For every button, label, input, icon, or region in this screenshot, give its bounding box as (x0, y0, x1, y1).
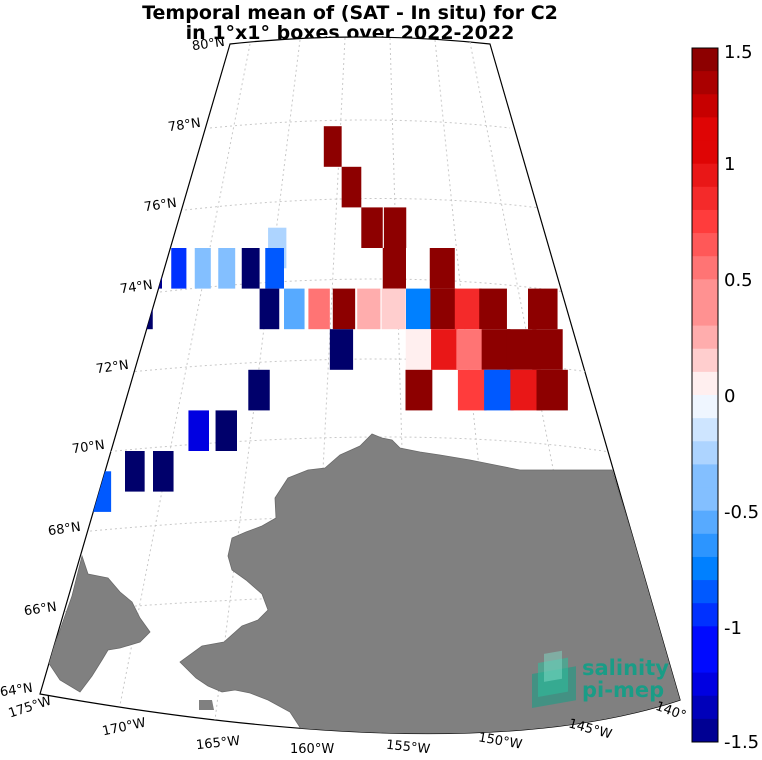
data-cell (431, 329, 458, 370)
colorbar-tick-0.5: 0.5 (724, 270, 753, 291)
data-cell (456, 329, 485, 370)
data-cell (383, 207, 407, 248)
data-cell (381, 288, 406, 330)
data-cell (308, 288, 330, 330)
colorbar-bin (692, 626, 718, 650)
colorbar-bin (692, 718, 718, 743)
colorbar-bin (692, 418, 718, 442)
colorbar-bin (692, 441, 718, 465)
logo-text-pimep: pi-mep (582, 678, 665, 702)
colorbar-bin (692, 695, 718, 720)
colorbar-bin (692, 302, 718, 327)
data-cell (506, 329, 537, 370)
data-cell (171, 248, 187, 289)
colorbar-tick-neg1: -1 (724, 618, 742, 639)
colorbar-bin (692, 533, 718, 558)
data-cell (510, 369, 541, 411)
data-cell (194, 248, 211, 289)
colorbar-tick-0: 0 (724, 386, 736, 407)
colorbar-tick-neg1.5: -1.5 (724, 732, 760, 753)
data-cell (259, 288, 280, 330)
colorbar-frame (691, 47, 719, 743)
colorbar-bin (692, 464, 718, 489)
colorbar-bin (692, 325, 718, 350)
colorbar-bin (692, 140, 718, 165)
colorbar-bin (692, 672, 718, 697)
colorbar-bin (692, 71, 718, 95)
colorbar-bin (692, 163, 718, 188)
data-cell (0, 593, 19, 634)
data-cell (479, 288, 507, 330)
colorbar-bin (692, 510, 718, 535)
data-cell (405, 329, 432, 370)
land-island (199, 700, 214, 710)
figure-title-line-2: in 1°x1° boxes over 2022-2022 (185, 22, 515, 44)
lon-label-160w: 160°W (290, 742, 335, 757)
data-cell (457, 369, 487, 411)
data-cell (215, 410, 237, 451)
colorbar-bin (692, 233, 718, 257)
colorbar-bin (692, 279, 718, 303)
data-cell (481, 329, 511, 370)
data-cell (382, 248, 406, 289)
colorbar-bin (692, 348, 718, 373)
colorbar-bin (692, 603, 718, 627)
data-cell (218, 248, 236, 289)
data-cell (645, 390, 680, 431)
data-cell (248, 369, 270, 411)
data-cell (454, 288, 482, 330)
figure-title-line-1: Temporal mean of (SAT - In situ) for C2 (142, 2, 558, 24)
data-cell (405, 369, 433, 411)
colorbar-bin (692, 256, 718, 280)
data-cell (357, 288, 381, 330)
data-cell (0, 613, 14, 654)
data-cell (137, 288, 153, 330)
logo-text-salinity: salinity (582, 656, 669, 680)
colorbar-tick-neg0.5: -0.5 (724, 502, 760, 523)
colorbar-bin (692, 186, 718, 211)
colorbar (692, 48, 718, 743)
colorbar-tick-1: 1 (724, 154, 736, 175)
data-cell (536, 369, 568, 411)
data-cell (618, 390, 654, 431)
data-cell (329, 329, 354, 370)
colorbar-bin (692, 117, 718, 142)
colorbar-bin (692, 395, 718, 419)
data-cell (484, 369, 514, 411)
colorbar-bin (692, 209, 718, 234)
colorbar-bin (692, 556, 718, 581)
colorbar-bin (692, 48, 718, 72)
data-cell (406, 288, 432, 330)
colorbar-bin (692, 371, 718, 396)
data-cell (361, 207, 383, 248)
data-cell (332, 288, 356, 330)
data-cell (528, 288, 558, 330)
salinity-pi-mep-logo (532, 650, 576, 708)
colorbar-bin (692, 94, 718, 118)
data-cell (241, 248, 260, 289)
data-cell (430, 288, 457, 330)
data-cell (284, 288, 305, 330)
data-cell (532, 329, 563, 370)
data-cell (341, 166, 362, 208)
data-cell (265, 248, 284, 289)
data-cell (188, 410, 209, 451)
data-cell (153, 451, 174, 492)
colorbar-bin (692, 580, 718, 604)
data-cell (323, 126, 342, 167)
colorbar-bin (692, 487, 718, 512)
data-cell (429, 248, 455, 289)
colorbar-tick-1.5: 1.5 (724, 42, 753, 63)
colorbar-bin (692, 649, 718, 674)
data-cell (125, 451, 145, 492)
